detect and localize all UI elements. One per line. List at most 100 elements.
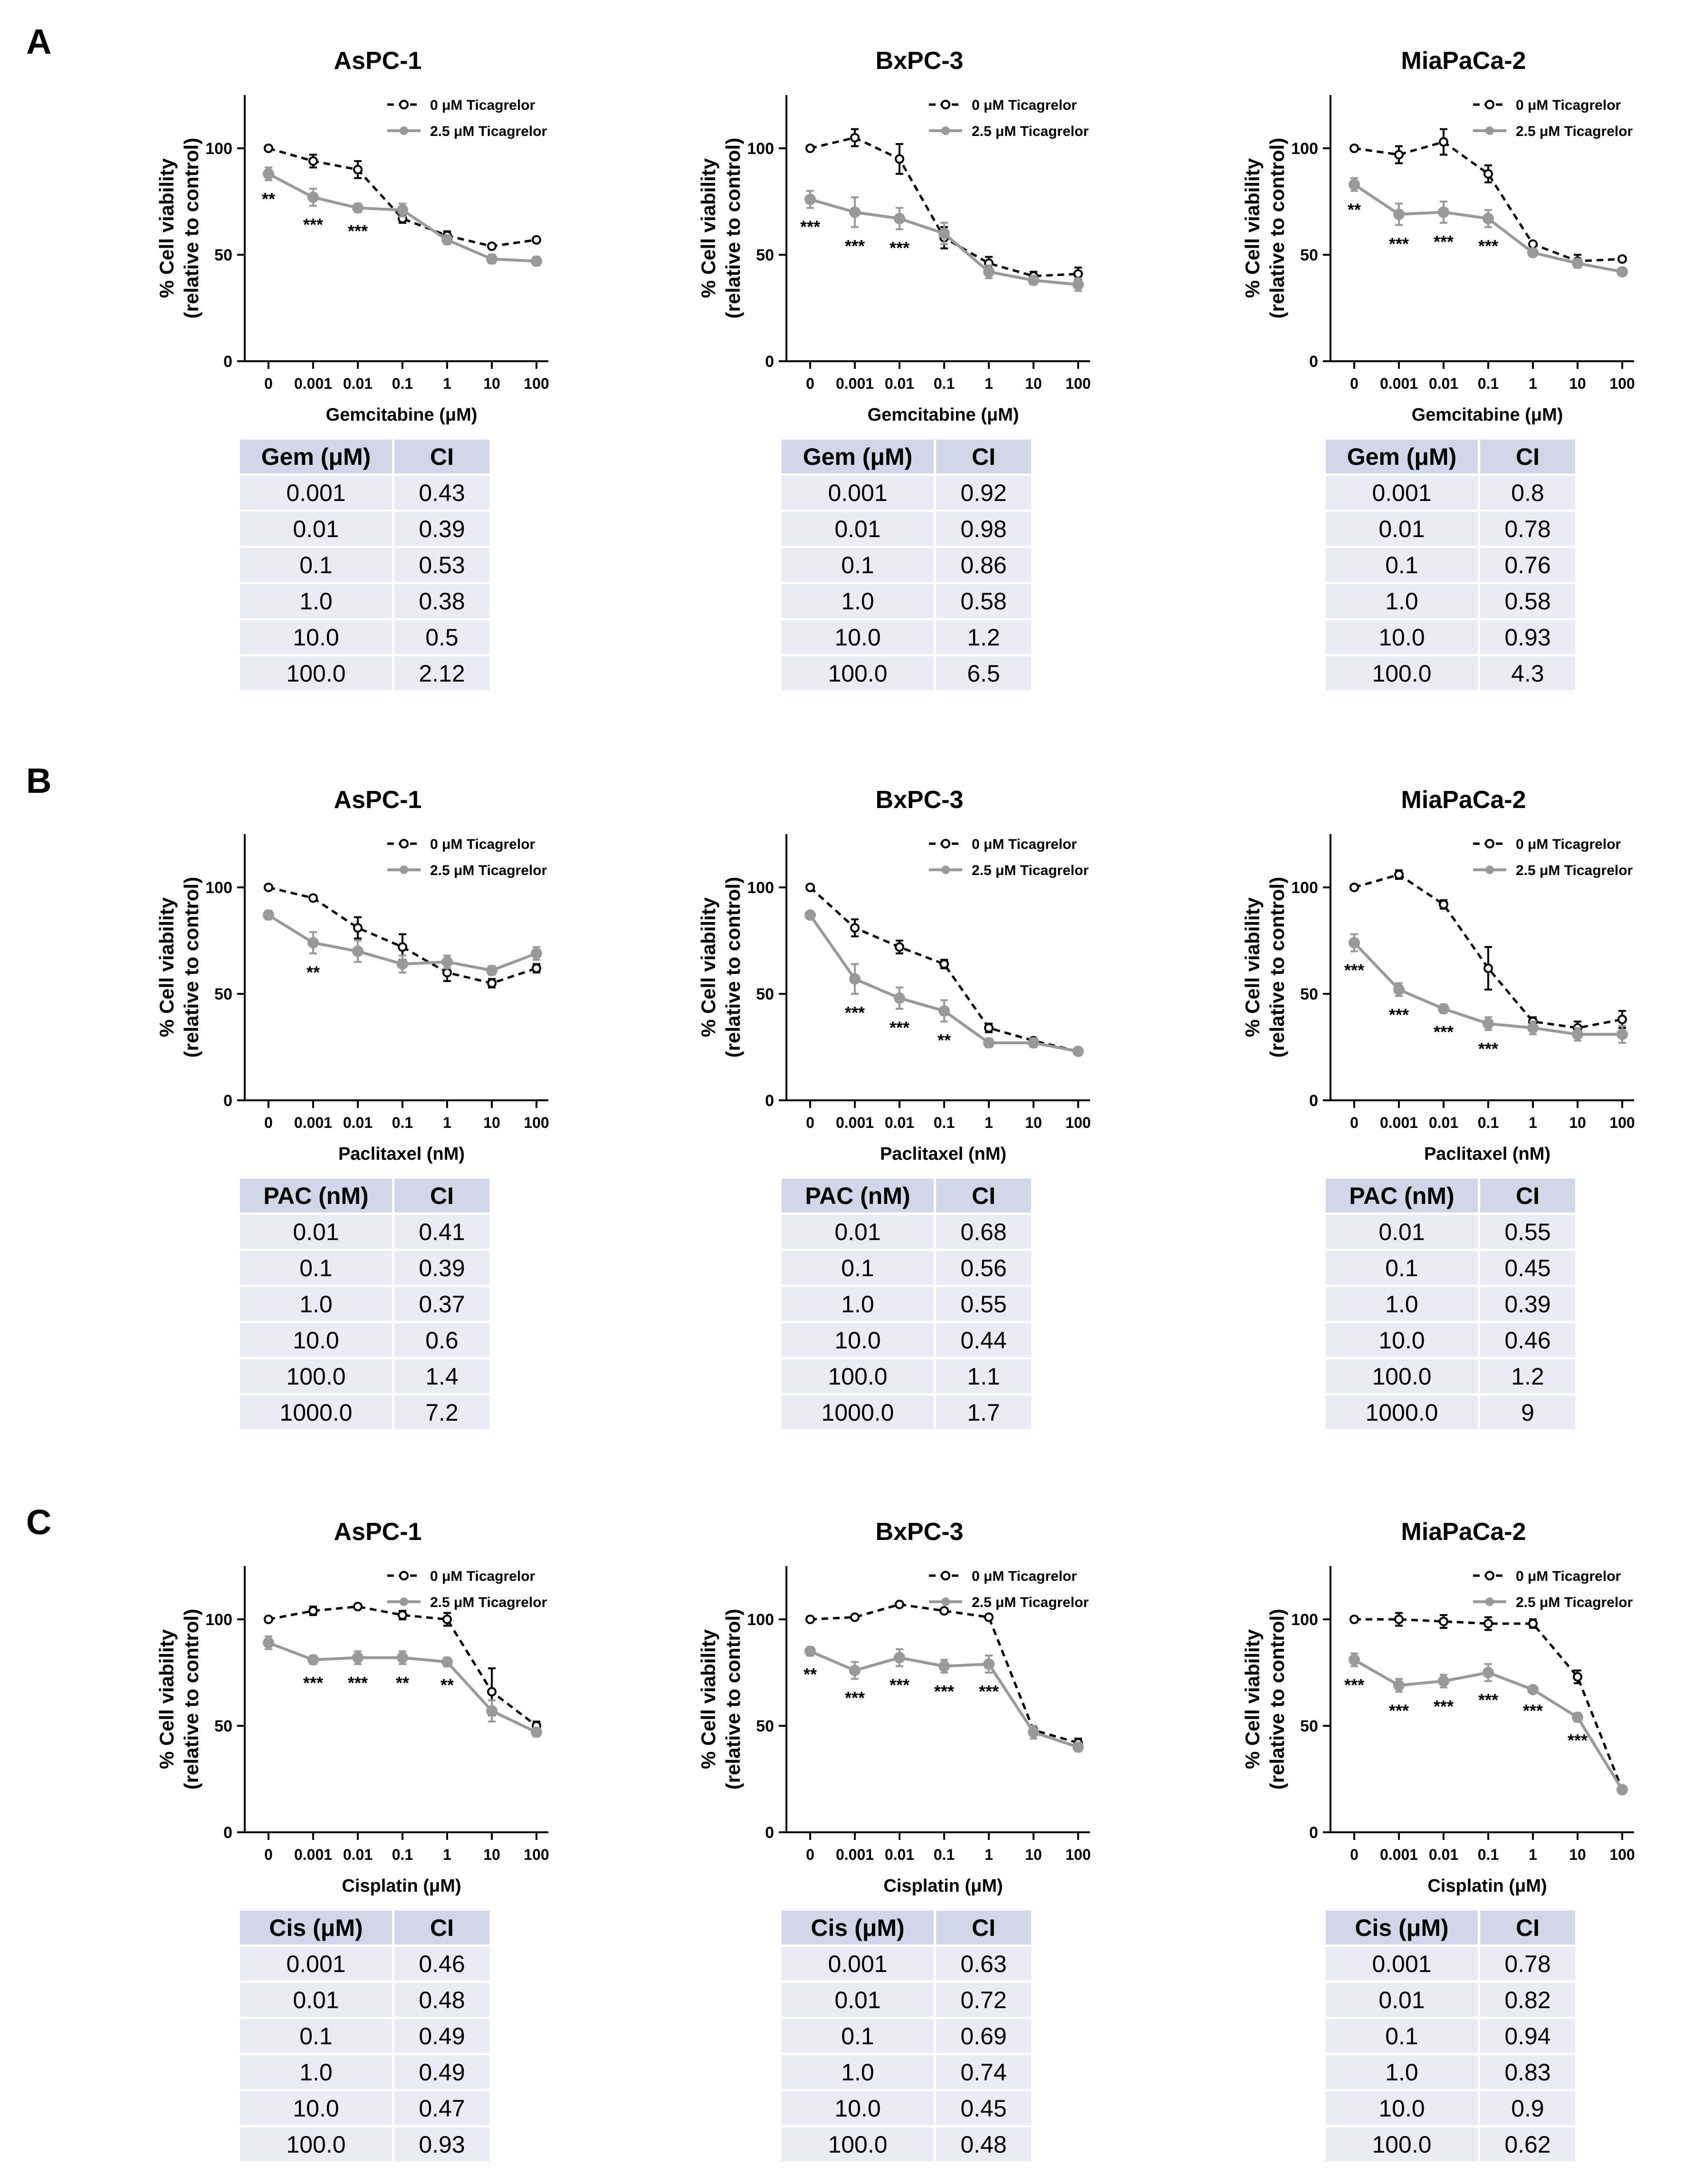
- data-point-ticagrelor: [1349, 937, 1360, 949]
- x-tick-label: 0: [1350, 1114, 1359, 1131]
- y-tick-label: 50: [756, 1717, 774, 1735]
- ci-value-cell: 0.82: [1478, 1982, 1575, 2019]
- ci-table-row: 100.0 1.4: [240, 1358, 489, 1395]
- y-tick-label: 50: [214, 985, 232, 1003]
- data-point-control: [1573, 1672, 1582, 1682]
- panel-letter-c: C: [26, 1502, 52, 1542]
- ci-dose-cell: 0.001: [240, 1945, 393, 1983]
- ci-dose-cell: 0.01: [1326, 510, 1479, 548]
- y-tick-label: 50: [756, 246, 774, 264]
- significance-marker: ***: [1434, 1022, 1454, 1041]
- x-tick-label: 0.1: [392, 1846, 413, 1863]
- legend-label: 2.5 μM Ticagrelor: [430, 1595, 547, 1610]
- y-label-line: % Cell viability: [697, 1629, 719, 1769]
- ci-dose-cell: 10.0: [1326, 2090, 1479, 2127]
- ci-value-cell: 0.55: [934, 1286, 1031, 1323]
- ci-dose-cell: 100.0: [782, 1358, 935, 1395]
- ci-table-row: 0.001 0.63: [782, 1945, 1031, 1983]
- legend-marker: [941, 100, 950, 109]
- ci-table-row: 0.001 0.43: [240, 474, 489, 512]
- x-tick-label: 0.001: [1380, 1846, 1418, 1863]
- y-tick-label: 0: [765, 1824, 774, 1842]
- data-point-control: [1439, 1616, 1448, 1626]
- x-axis-label: Gemcitabine (μM): [1412, 405, 1563, 425]
- ci-table-row: 0.01 0.68: [782, 1213, 1031, 1251]
- data-point-ticagrelor: [983, 1658, 995, 1670]
- ci-value-cell: 0.44: [934, 1322, 1031, 1359]
- x-tick-label: 1: [443, 375, 451, 392]
- ci-dose-cell: 10.0: [240, 1322, 393, 1359]
- ci-table-row: 1.0 0.58: [1326, 583, 1575, 620]
- data-point-control: [984, 1023, 994, 1033]
- x-tick-label: 0.01: [885, 1114, 914, 1131]
- ci-value-cell: 0.58: [1478, 583, 1575, 620]
- data-point-control: [487, 241, 497, 251]
- chart-title: MiaPaCa-2: [1401, 47, 1526, 75]
- legend-label: 2.5 μM Ticagrelor: [430, 124, 547, 139]
- ci-table-row: 0.01 0.78: [1326, 510, 1575, 548]
- data-point-control: [850, 133, 860, 143]
- ci-table-row: 100.0 0.93: [240, 2126, 489, 2164]
- ci-value-cell: 0.45: [1478, 1250, 1575, 1287]
- x-tick-label: 1: [1529, 1846, 1537, 1863]
- legend-label: 2.5 μM Ticagrelor: [1516, 863, 1633, 878]
- data-point-ticagrelor: [938, 1660, 950, 1672]
- y-label-line: (relative to control): [722, 877, 744, 1058]
- ci-dose-cell: 0.01: [240, 510, 393, 548]
- x-tick-label: 10: [1025, 1846, 1042, 1863]
- ci-header-dose: Cis (μM): [240, 1911, 393, 1947]
- ci-table-row: 1.0 0.39: [1326, 1286, 1575, 1323]
- data-point-ticagrelor: [307, 937, 319, 949]
- legend-label: 0 μM Ticagrelor: [1516, 1568, 1621, 1584]
- x-tick-label: 0: [806, 375, 814, 392]
- data-point-ticagrelor: [1438, 206, 1449, 218]
- data-point-control: [1439, 899, 1448, 909]
- significance-marker: **: [396, 1673, 409, 1693]
- ci-dose-cell: 100.0: [240, 1358, 393, 1395]
- ci-table: Cis (μM) CI 0.001 0.78 0.01 0.82 0.1 0.94 1.0 0.8…: [1326, 1911, 1575, 2164]
- ci-table-row: 100.0 2.12: [240, 655, 489, 693]
- data-point-control: [1483, 1618, 1493, 1628]
- ci-dose-cell: 10.0: [782, 1322, 935, 1359]
- y-tick-label: 50: [214, 246, 232, 264]
- ci-value-cell: 0.56: [934, 1250, 1031, 1287]
- ci-header-dose: Gem (μM): [782, 440, 935, 476]
- data-point-control: [1349, 144, 1359, 153]
- legend-marker: [941, 839, 950, 848]
- legend-marker: [400, 866, 408, 874]
- x-tick-label: 0.001: [836, 375, 874, 392]
- ci-value-cell: 0.5: [392, 619, 489, 656]
- x-tick-label: 1: [985, 1114, 993, 1131]
- ci-header-ci: CI: [934, 440, 1031, 476]
- ci-dose-cell: 0.001: [782, 1945, 935, 1983]
- ci-table-header: PAC (nM) CI: [1326, 1179, 1575, 1215]
- ci-table-row: 1.0 0.83: [1326, 2054, 1575, 2091]
- ci-table-row: 100.0 4.3: [1326, 655, 1575, 693]
- legend-marker: [1485, 126, 1494, 135]
- ci-value-cell: 0.55: [1478, 1213, 1575, 1251]
- legend-label: 2.5 μM Ticagrelor: [972, 1595, 1089, 1610]
- legend-marker: [399, 839, 409, 848]
- significance-marker: ***: [890, 1675, 909, 1695]
- significance-marker: ***: [1568, 1731, 1588, 1750]
- data-point-control: [850, 1612, 860, 1622]
- data-point-ticagrelor: [441, 234, 453, 246]
- ci-value-cell: 0.93: [392, 2126, 489, 2164]
- data-point-ticagrelor: [983, 266, 995, 278]
- data-point-ticagrelor: [1072, 1741, 1084, 1753]
- x-tick-label: 100: [1065, 1114, 1091, 1131]
- data-point-control: [1528, 1618, 1538, 1628]
- legend-marker: [1485, 100, 1494, 109]
- ci-value-cell: 0.68: [934, 1213, 1031, 1251]
- x-tick-label: 0.001: [294, 375, 332, 392]
- x-tick-label: 0: [264, 1846, 273, 1863]
- ci-dose-cell: 10.0: [782, 619, 935, 656]
- data-point-ticagrelor: [1438, 1675, 1449, 1687]
- y-label-line: (relative to control): [180, 1609, 202, 1790]
- x-tick-label: 100: [1065, 1846, 1091, 1863]
- data-point-ticagrelor: [441, 956, 453, 968]
- ci-dose-cell: 10.0: [240, 619, 393, 656]
- ci-table-row: 1.0 0.74: [782, 2054, 1031, 2091]
